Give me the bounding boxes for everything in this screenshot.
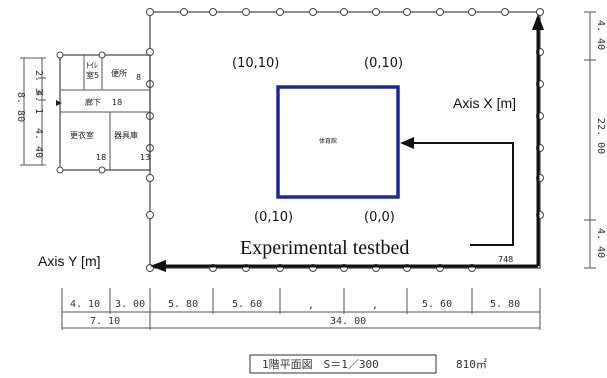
dim-bottom-6: 5. 80 — [490, 299, 520, 310]
room-storage-no: 13 — [140, 153, 150, 162]
room-changing: 更衣室 — [70, 130, 94, 140]
coord-bottom-right: (0,0) — [364, 210, 395, 225]
dim-bottom-total-main: 34. 00 — [330, 316, 366, 327]
coord-bottom-left: (0,10) — [254, 210, 293, 225]
annex-rooms — [56, 51, 151, 174]
room-kitchen: 便所 — [111, 68, 127, 78]
dim-bottom-3: 5. 80 — [168, 299, 198, 310]
axis-x-label: Axis X [m] — [453, 95, 516, 111]
plan-title: 1階平面図 S＝1／300 — [262, 357, 379, 371]
left-dimension-lines — [20, 57, 46, 166]
dim-right-1: 4. 40 — [595, 20, 606, 50]
dim-left-2: 4. 1 — [33, 90, 44, 114]
testbed-label: Experimental testbed — [240, 237, 409, 259]
room-storage: 器具庫 — [114, 130, 138, 140]
room-corridor: 廊下 — [85, 97, 101, 107]
coord-top-right: (0,10) — [364, 56, 403, 71]
room-kitchen-no: 8 — [136, 73, 141, 82]
room-changing-no: 18 — [96, 153, 106, 162]
svg-text:,: , — [308, 300, 314, 311]
testbed-pointer-arrowhead-icon — [400, 137, 414, 149]
axis-y-arrowhead-icon — [150, 260, 166, 272]
right-dimension-lines — [584, 11, 596, 269]
dim-left-3: 4. 40 — [33, 128, 44, 158]
bottom-dimension-lines: , , — [61, 288, 541, 330]
testbed-pointer-line — [412, 142, 514, 246]
room-corridor-no: 18 — [112, 98, 122, 107]
testbed-square — [276, 85, 400, 199]
dim-bottom-total-left: 7. 10 — [90, 316, 120, 327]
room-toilet-suffix: 室5 — [86, 70, 99, 80]
dim-bottom-5: 5. 60 — [422, 299, 452, 310]
dim-bottom-2: 3. 00 — [115, 299, 145, 310]
top-columns — [146, 8, 544, 16]
dim-left-1: 2. 3 — [33, 70, 44, 94]
dim-right-2: 22. 00 — [595, 118, 606, 154]
plan-title-box — [249, 354, 437, 374]
area-label: 810㎡ — [456, 358, 487, 371]
gym-label: 体育館 — [319, 137, 337, 145]
room-toilet: ﾄｲﾚ — [86, 61, 98, 70]
coord-top-left: (10,10) — [232, 56, 279, 71]
building-outline — [149, 11, 541, 269]
dim-bottom-1: 4. 10 — [70, 299, 100, 310]
svg-text:,: , — [372, 300, 378, 311]
dim-right-3: 4. 40 — [595, 228, 606, 258]
axis-y-label: Axis Y [m] — [38, 253, 101, 269]
dim-bottom-4: 5. 60 — [232, 299, 262, 310]
code-label: 748 — [498, 255, 513, 264]
axis-x-arrowhead-icon — [532, 14, 544, 30]
dim-left-4: 8. 80 — [15, 92, 26, 122]
